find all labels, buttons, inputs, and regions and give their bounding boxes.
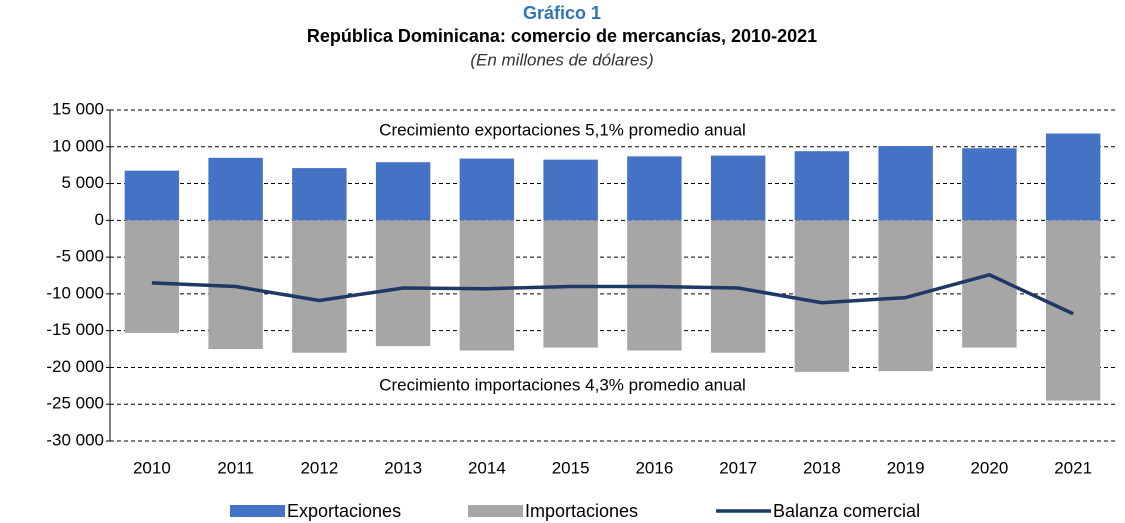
bar <box>627 156 682 221</box>
x-tick-label: 2013 <box>384 458 422 477</box>
bar <box>794 151 850 221</box>
bar <box>878 146 933 221</box>
legend-label: Importaciones <box>525 501 638 521</box>
bar <box>208 157 263 221</box>
y-tick-label: -10 000 <box>46 283 104 302</box>
bar <box>375 162 431 221</box>
y-tick-label: 0 <box>95 210 104 229</box>
bar <box>794 220 850 372</box>
bar <box>375 220 431 347</box>
x-tick-label: 2020 <box>970 458 1008 477</box>
bar <box>292 168 347 221</box>
bar <box>543 220 598 348</box>
chart-label: Gráfico 1 <box>523 3 601 23</box>
x-tick-label: 2014 <box>468 458 506 477</box>
bar <box>124 220 180 333</box>
y-tick-label: 15 000 <box>52 99 104 118</box>
legend-swatch <box>468 505 523 517</box>
x-tick-label: 2021 <box>1054 458 1092 477</box>
x-tick-label: 2018 <box>803 458 841 477</box>
chart-subtitle: (En millones de dólares) <box>470 50 653 69</box>
x-tick-label: 2012 <box>300 458 338 477</box>
bar <box>710 155 766 221</box>
x-tick-label: 2017 <box>719 458 757 477</box>
bar <box>292 220 347 353</box>
legend-label: Exportaciones <box>287 501 401 521</box>
y-tick-label: -25 000 <box>46 394 104 413</box>
y-tick-label: -15 000 <box>46 320 104 339</box>
bar <box>459 158 515 221</box>
annotation: Crecimiento exportaciones 5,1% promedio … <box>379 120 746 139</box>
bar <box>543 159 598 221</box>
bar <box>878 220 933 372</box>
y-tick-label: -30 000 <box>46 430 104 449</box>
x-tick-label: 2010 <box>133 458 171 477</box>
y-tick-label: 10 000 <box>52 136 104 155</box>
chart-title: República Dominicana: comercio de mercan… <box>307 26 817 46</box>
y-tick-label: 5 000 <box>61 173 104 192</box>
annotation: Crecimiento importaciones 4,3% promedio … <box>379 375 746 394</box>
bar <box>1045 220 1101 401</box>
legend-swatch <box>230 505 285 517</box>
bar <box>1045 133 1101 221</box>
x-tick-label: 2011 <box>217 458 254 477</box>
line <box>151 273 1074 316</box>
bar <box>124 170 180 221</box>
y-tick-label: -20 000 <box>46 357 104 376</box>
x-tick-label: 2015 <box>552 458 590 477</box>
legend-label: Balanza comercial <box>773 501 920 521</box>
bar <box>962 148 1017 221</box>
x-tick-label: 2019 <box>887 458 925 477</box>
bar <box>459 220 515 351</box>
y-tick-label: -5 000 <box>56 247 104 266</box>
x-tick-label: 2016 <box>635 458 673 477</box>
